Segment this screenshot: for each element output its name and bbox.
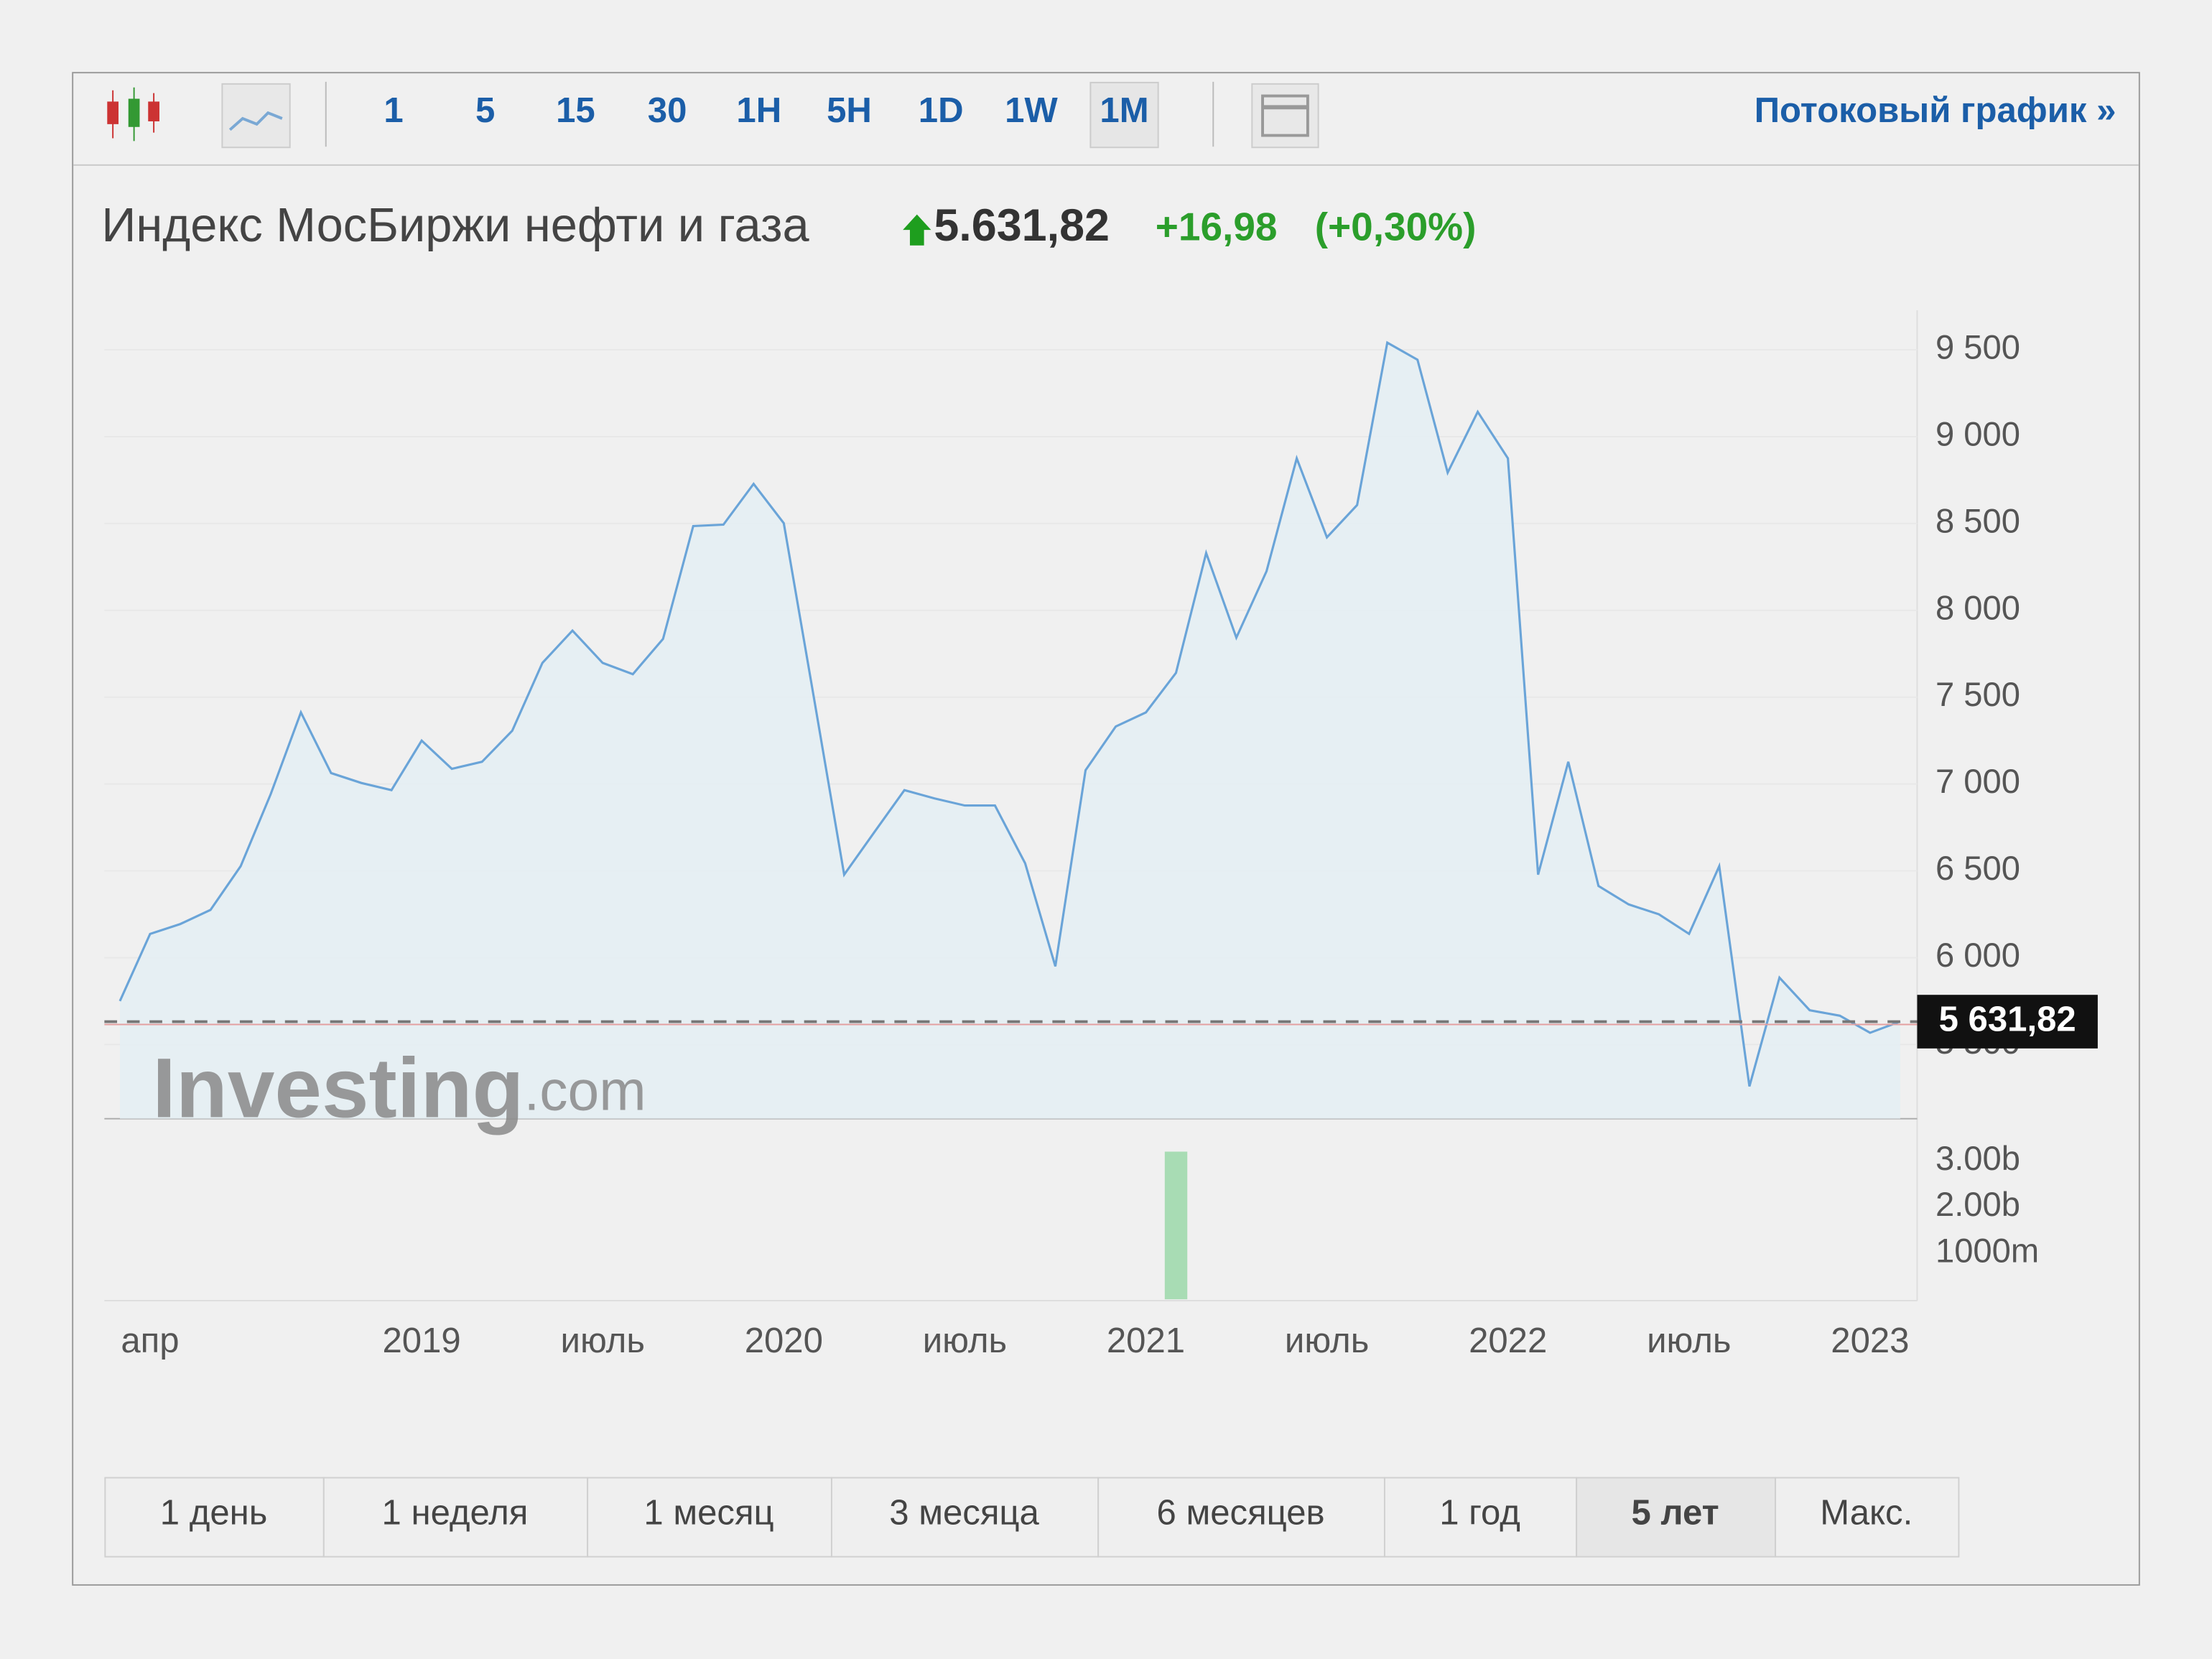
range-button-box[interactable] <box>830 1477 1100 1558</box>
watermark-suffix: .com <box>524 1059 646 1122</box>
range-button[interactable]: 6 месяцев <box>1157 1494 1325 1533</box>
price: 5.631,82 <box>934 200 1110 251</box>
y-tick-label: 9 000 <box>1936 414 2020 452</box>
interval-button[interactable]: 30 <box>648 91 687 130</box>
interval-button[interactable]: 1W <box>1005 91 1058 130</box>
range-button-box[interactable] <box>1576 1477 1777 1558</box>
line-icon[interactable] <box>221 83 291 149</box>
candle-icon[interactable] <box>107 87 159 141</box>
last-price-tag <box>1917 995 2098 1049</box>
area-fill <box>119 343 1900 1119</box>
watermark-brand: Investing <box>152 1040 524 1135</box>
instrument-title: Индекс МосБиржи нефти и газа <box>101 199 809 252</box>
stream-link[interactable]: Потоковый график » <box>1755 91 2116 130</box>
y-tick-label: 6 500 <box>1936 849 2020 887</box>
x-tick-label: 2019 <box>383 1321 461 1360</box>
interval-button[interactable]: 5H <box>827 91 872 130</box>
x-tick-label: апр <box>121 1321 179 1360</box>
y-tick-label: 7 500 <box>1936 675 2020 713</box>
y2-tick-label: 3.00b <box>1936 1139 2020 1177</box>
y-tick-label: 8 500 <box>1936 501 2020 539</box>
y2-tick-label: 1000m <box>1936 1231 2039 1269</box>
range-button-box[interactable] <box>1775 1477 1960 1558</box>
range-button[interactable]: 3 месяца <box>889 1494 1039 1533</box>
x-tick-label: 2023 <box>1831 1321 1909 1360</box>
y-tick-label: 6 000 <box>1936 936 2020 974</box>
x-tick-label: 2021 <box>1107 1321 1185 1360</box>
interval-button[interactable]: 1D <box>919 91 964 130</box>
range-button[interactable]: 5 лет <box>1631 1494 1719 1533</box>
y2-tick-label: 2.00b <box>1936 1185 2020 1223</box>
range-button[interactable]: Макс. <box>1820 1494 1913 1533</box>
change-percent: (+0,30%) <box>1315 205 1477 249</box>
volume-bar <box>1164 1151 1188 1300</box>
x-tick-label: июль <box>1285 1321 1369 1360</box>
x-tick-label: июль <box>923 1321 1007 1360</box>
interval-button[interactable]: 1H <box>736 91 781 130</box>
change: +16,98 <box>1156 205 1278 249</box>
range-button-box[interactable] <box>1383 1477 1578 1558</box>
y-tick-label: 9 500 <box>1936 327 2020 366</box>
interval-button[interactable]: 5 <box>475 91 495 130</box>
range-button-box[interactable] <box>1097 1477 1385 1558</box>
price-line <box>118 340 1901 1087</box>
x-tick-label: июль <box>561 1321 645 1360</box>
y-tick-label: 8 000 <box>1936 588 2020 626</box>
layout-icon[interactable] <box>1251 83 1319 149</box>
up-arrow <box>903 214 931 246</box>
range-button[interactable]: 1 неделя <box>382 1494 529 1533</box>
interval-button[interactable]: 1 <box>384 91 403 130</box>
last-price-label: 5 631,82 <box>1939 1000 2076 1039</box>
x-tick-label: 2020 <box>745 1321 823 1360</box>
range-button-box[interactable] <box>322 1477 589 1558</box>
range-button-box[interactable] <box>104 1477 325 1558</box>
x-tick-label: июль <box>1647 1321 1731 1360</box>
interval-button[interactable]: 1M <box>1100 91 1148 130</box>
interval-button[interactable]: 15 <box>556 91 595 130</box>
range-button[interactable]: 1 месяц <box>643 1494 773 1533</box>
watermark: Investing.com <box>152 1040 646 1135</box>
range-button[interactable]: 1 день <box>160 1494 268 1533</box>
y-tick-label: 7 000 <box>1936 762 2020 800</box>
range-button-box[interactable] <box>587 1477 832 1558</box>
range-button[interactable]: 1 год <box>1439 1494 1520 1533</box>
x-tick-label: 2022 <box>1469 1321 1547 1360</box>
interval-selected <box>1089 81 1159 149</box>
